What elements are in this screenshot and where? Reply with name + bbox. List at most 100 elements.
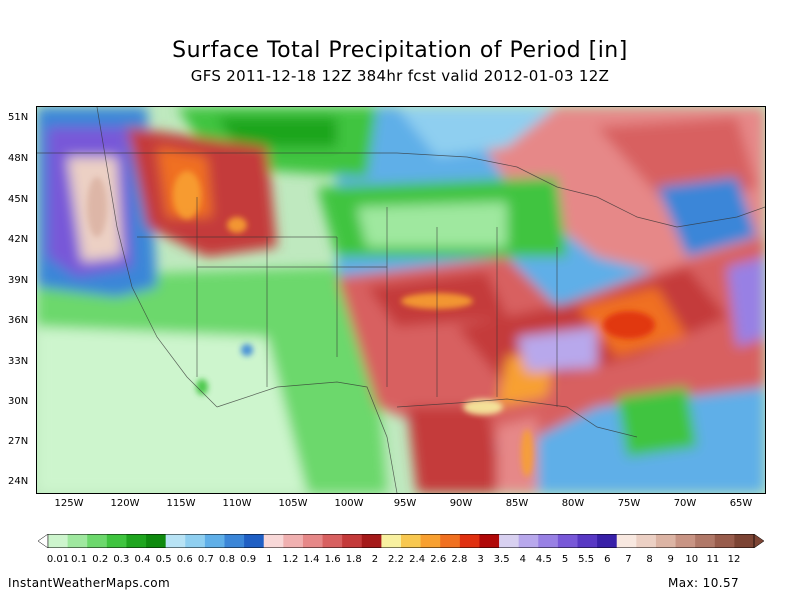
lat-label-36n: 36N — [8, 315, 29, 326]
colorbar-swatch — [204, 534, 225, 548]
colorbar-tick-label: 1.2 — [282, 554, 299, 565]
colorbar-swatch — [459, 534, 480, 548]
colorbar-tick-label: 3.5 — [493, 554, 510, 565]
colorbar-swatch — [597, 534, 618, 548]
colorbar-tick-label: 7 — [625, 554, 632, 565]
colorbar-tick-label: 11 — [706, 554, 720, 565]
precipitation-map — [36, 106, 766, 494]
lat-label-27n: 27N — [8, 436, 29, 447]
lon-label-70w: 70W — [673, 498, 697, 509]
colorbar-swatch — [734, 534, 755, 548]
colorbar-swatch — [165, 534, 186, 548]
colorbar-swatch — [302, 534, 324, 548]
colorbar-swatch — [381, 534, 402, 548]
colorbar-swatch — [714, 534, 735, 548]
colorbar-tick-label: 4 — [519, 554, 526, 565]
lon-label-110w: 110W — [222, 498, 252, 509]
map-subtitle: GFS 2011-12-18 12Z 384hr fcst valid 2012… — [190, 67, 610, 85]
colorbar-tick-label: 0.7 — [197, 554, 214, 565]
lon-label-75w: 75W — [617, 498, 641, 509]
colorbar-swatch — [67, 534, 88, 548]
colorbar-swatch — [106, 534, 127, 548]
colorbar-tick-label: 0.5 — [155, 554, 172, 565]
colorbar-swatch — [342, 534, 363, 548]
source-credit: InstantWeatherMaps.com — [8, 576, 171, 590]
colorbar-min-arrow — [38, 534, 49, 548]
lon-label-85w: 85W — [505, 498, 529, 509]
colorbar-tick-label: 9 — [667, 554, 674, 565]
lat-label-42n: 42N — [8, 234, 29, 245]
colorbar-swatch — [616, 534, 637, 548]
colorbar-tick-label: 12 — [727, 554, 741, 565]
colorbar-tick-label: 0.8 — [219, 554, 235, 565]
colorbar-swatch — [146, 534, 167, 548]
colorbar-tick-label: 10 — [685, 554, 699, 565]
colorbar-tick-label: 8 — [646, 554, 653, 565]
lat-label-30n: 30N — [8, 396, 29, 407]
colorbar-tick-label: 1 — [266, 554, 273, 565]
lon-label-65w: 65W — [729, 498, 753, 509]
colorbar-tick-label: 0.01 — [46, 554, 70, 565]
colorbar-swatch — [420, 534, 441, 548]
colorbar-swatch — [499, 534, 520, 548]
map-title: Surface Total Precipitation of Period [i… — [172, 38, 628, 63]
colorbar-swatch — [126, 534, 147, 548]
colorbar-max-arrow — [753, 534, 764, 548]
colorbar-swatch — [244, 534, 265, 548]
colorbar-swatch — [401, 534, 422, 548]
colorbar-swatch — [518, 534, 539, 548]
colorbar-swatch — [224, 534, 245, 548]
colorbar-swatch — [655, 534, 677, 548]
colorbar-swatch — [361, 534, 382, 548]
colorbar-tick-label: 1.4 — [303, 554, 320, 565]
lon-label-90w: 90W — [449, 498, 473, 509]
lon-label-105w: 105W — [278, 498, 308, 509]
colorbar-swatch — [263, 534, 284, 548]
lon-label-100w: 100W — [334, 498, 364, 509]
colorbar-tick-label: 1.8 — [345, 554, 362, 565]
colorbar-swatch — [283, 534, 304, 548]
colorbar-swatch — [440, 534, 461, 548]
colorbar-swatch — [48, 534, 69, 548]
colorbar-tick-label: 2.2 — [388, 554, 404, 565]
lat-label-48n: 48N — [8, 153, 29, 164]
colorbar-tick-label: 1.6 — [324, 554, 341, 565]
colorbar-tick-label: 2.4 — [409, 554, 426, 565]
colorbar-swatch — [695, 534, 716, 548]
colorbar-tick-label: 2.8 — [451, 554, 468, 565]
colorbar-swatch — [675, 534, 696, 548]
colorbar-tick-label: 0.1 — [71, 554, 88, 565]
colorbar-swatch — [636, 534, 657, 548]
colorbar-tick-label: 0.3 — [113, 554, 130, 565]
max-value: Max: 10.57 — [668, 576, 740, 590]
colorbar — [38, 534, 764, 548]
colorbar-tick-label: 4.5 — [535, 554, 552, 565]
colorbar-swatch — [87, 534, 108, 548]
lat-label-39n: 39N — [8, 275, 29, 286]
colorbar-tick-label: 0.2 — [92, 554, 109, 565]
colorbar-swatch — [479, 534, 500, 548]
lon-label-125w: 125W — [54, 498, 84, 509]
colorbar-tick-label: 2 — [371, 554, 379, 565]
lon-label-120w: 120W — [110, 498, 140, 509]
colorbar-swatch — [322, 534, 343, 548]
colorbar-tick-label: 3 — [477, 554, 484, 565]
colorbar-tick-label: 5 — [561, 554, 569, 565]
lon-label-115w: 115W — [166, 498, 196, 509]
colorbar-tick-label: 5.5 — [578, 554, 595, 565]
colorbar-swatch — [577, 534, 598, 548]
lat-label-24n: 24N — [8, 476, 29, 487]
colorbar-tick-label: 0.4 — [134, 554, 151, 565]
lat-label-33n: 33N — [8, 356, 29, 367]
colorbar-tick-label: 0.9 — [240, 554, 257, 565]
lat-label-45n: 45N — [8, 194, 29, 205]
lon-label-80w: 80W — [561, 498, 585, 509]
colorbar-tick-label: 2.6 — [430, 554, 447, 565]
lat-label-51n: 51N — [8, 112, 29, 123]
colorbar-swatch — [538, 534, 559, 548]
colorbar-tick-label: 0.6 — [176, 554, 193, 565]
colorbar-tick-label: 6 — [604, 554, 611, 565]
colorbar-swatch — [185, 534, 206, 548]
lon-label-95w: 95W — [393, 498, 417, 509]
colorbar-swatch — [557, 534, 578, 548]
